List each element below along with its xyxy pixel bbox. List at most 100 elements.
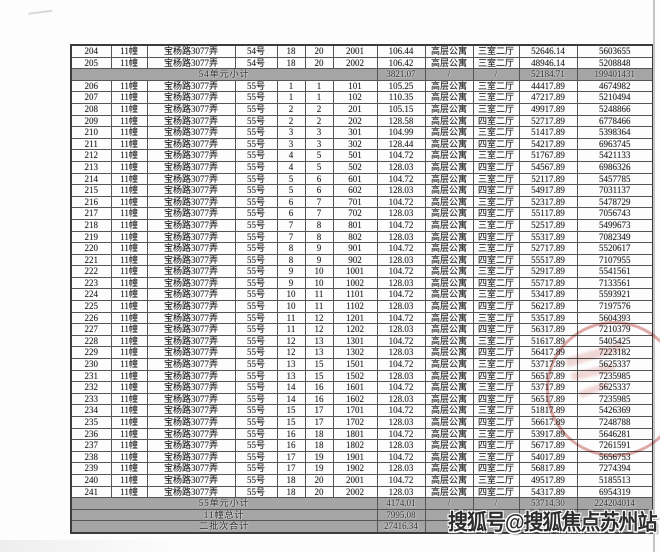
table-cell: 5457785 (576, 172, 654, 186)
table-cell: 128.03 (376, 439, 426, 452)
table-cell: 106.44 (376, 44, 426, 58)
table-cell: 51617.89 (518, 334, 578, 348)
table-cell: 9 (304, 253, 334, 267)
table-cell: 11幢 (110, 230, 148, 244)
table-cell: 宝杨路3077弄 (146, 253, 236, 267)
table-cell: 18 (304, 427, 334, 441)
table-cell: 602 (332, 184, 378, 197)
table-cell: 宝杨路3077弄 (146, 358, 236, 371)
table-cell: 222 (70, 265, 112, 278)
table-cell: 三室二厅 (472, 288, 520, 302)
table-cell: 216 (70, 195, 112, 209)
table-cell: 11幢 (110, 276, 148, 290)
table-cell: 11幢 (110, 369, 148, 383)
table-cell: 104.72 (376, 242, 426, 255)
table-cell: 高层公寓 (424, 276, 474, 290)
table-cell: 1 (304, 79, 334, 93)
table-cell: 10 (304, 265, 334, 278)
table-cell: 5520617 (576, 242, 654, 255)
table-cell: 20 (304, 485, 334, 499)
table-cell: 235 (70, 416, 112, 429)
table-cell: 227 (70, 323, 112, 336)
table-cell: 104.72 (376, 473, 426, 487)
table-cell: 5 (276, 172, 306, 186)
table-row: 204 11幢 宝杨路3077弄 54号 18 20 2001 106.44 高层公寓 三室二厅 5… (70, 44, 654, 58)
table-row: 231 11幢 宝杨路3077弄 55号 13 15 1502 128.03 高层公寓 四室二厅 5… (70, 369, 654, 383)
table-cell: 高层公寓 (424, 381, 474, 394)
table-row: 227 11幢 宝杨路3077弄 55号 11 12 1202 128.03 高层公寓 四室二厅 5… (70, 323, 654, 336)
table-cell: 11幢 (110, 184, 148, 197)
table-cell: 110.35 (376, 91, 426, 104)
table-cell: 3 (304, 137, 334, 151)
table-cell: 54317.89 (518, 485, 578, 499)
table-cell: 7261591 (576, 439, 654, 452)
table-cell: 105.25 (376, 79, 426, 93)
table-cell: 高层公寓 (424, 195, 474, 209)
table-cell: 104.72 (376, 218, 426, 232)
table-cell: 55号 (234, 114, 278, 128)
table-cell: 502 (332, 160, 378, 174)
table-row: 235 11幢 宝杨路3077弄 55号 15 17 1702 128.03 高层公寓 四室二厅 5… (70, 416, 654, 429)
table-cell: 高层公寓 (424, 288, 474, 302)
table-cell: 15 (304, 369, 334, 383)
table-cell: 宝杨路3077弄 (146, 44, 236, 58)
table-cell: 3 (276, 137, 306, 151)
table-cell: 高层公寓 (424, 311, 474, 325)
table-cell: 104.72 (376, 427, 426, 441)
table-cell: 7210379 (576, 323, 654, 336)
table-cell: 三室二厅 (472, 149, 520, 162)
table-cell: 47217.89 (518, 91, 578, 104)
table-cell: 5593921 (576, 288, 654, 302)
summary-cell (576, 520, 654, 534)
unit-price-table: 204 11幢 宝杨路3077弄 54号 18 20 2001 106.44 高层公寓 三室二厅 5… (70, 44, 654, 534)
table-cell: 11幢 (110, 485, 148, 499)
table-cell: 55号 (234, 369, 278, 383)
table-cell: 11幢 (110, 265, 148, 278)
table-cell: 5478729 (576, 195, 654, 209)
table-cell: 51817.89 (518, 404, 578, 417)
table-cell: 3 (276, 126, 306, 139)
table-cell: 213 (70, 160, 112, 174)
table-row: 216 11幢 宝杨路3077弄 55号 6 7 701 104.72 高层公寓 三室二厅 5231… (70, 195, 654, 209)
table-cell: 高层公寓 (424, 126, 474, 139)
table-cell: 5421133 (576, 149, 654, 162)
table-cell: 8 (304, 230, 334, 244)
table-cell: 1501 (332, 358, 378, 371)
summary-row: 54单元小计 3821.07//52184.71 199401431 (70, 68, 654, 81)
table-cell: 55号 (234, 91, 278, 104)
table-cell: 14 (276, 392, 306, 406)
table-cell: 17 (304, 416, 334, 429)
table-cell: 19 (304, 450, 334, 464)
table-cell: 2002 (332, 56, 378, 70)
table-cell: 55号 (234, 323, 278, 336)
table-cell: 104.72 (376, 172, 426, 186)
table-cell: 11幢 (110, 102, 148, 116)
table-cell: 5604393 (576, 311, 654, 325)
summary-cell: / (472, 68, 520, 81)
table-cell: 202 (332, 114, 378, 128)
table-cell: 236 (70, 427, 112, 441)
table-cell: 14 (276, 381, 306, 394)
table-cell: 11幢 (110, 242, 148, 255)
table-cell: 宝杨路3077弄 (146, 369, 236, 383)
table-cell: 2 (304, 102, 334, 116)
table-cell: 55717.89 (518, 276, 578, 290)
table-cell: 17 (276, 462, 306, 475)
table-cell: 高层公寓 (424, 242, 474, 255)
table-cell: 7 (276, 230, 306, 244)
table-cell: 601 (332, 172, 378, 186)
table-cell: 5398364 (576, 126, 654, 139)
table-cell: 16 (276, 439, 306, 452)
table-cell: 128.03 (376, 416, 426, 429)
table-cell: 53417.89 (518, 288, 578, 302)
table-cell: 宝杨路3077弄 (146, 91, 236, 104)
table-cell: 10 (276, 300, 306, 313)
table-cell: 三室二厅 (472, 102, 520, 116)
table-cell: 54号 (234, 56, 278, 70)
table-cell: 301 (332, 126, 378, 139)
table-cell: 1601 (332, 381, 378, 394)
table-cell: 宝杨路3077弄 (146, 439, 236, 452)
table-cell: 三室二厅 (472, 265, 520, 278)
table-row: 218 11幢 宝杨路3077弄 55号 7 8 801 104.72 高层公寓 三室二厅 5251… (70, 218, 654, 232)
table-row: 234 11幢 宝杨路3077弄 55号 15 17 1701 104.72 高层公寓 三室二厅 5… (70, 404, 654, 417)
